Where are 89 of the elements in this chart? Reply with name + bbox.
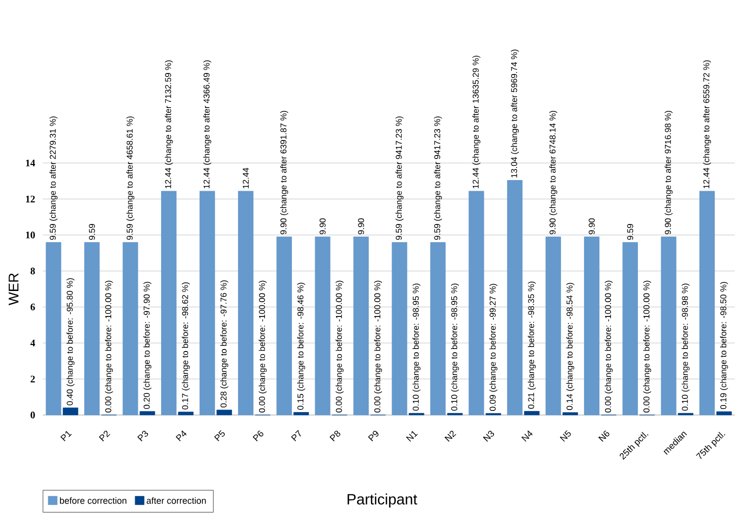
data-label: 9.59 (change to after 9417.23 %) — [396, 116, 404, 240]
bar — [238, 190, 254, 416]
bar — [200, 190, 215, 416]
data-label: 0.00 (change to before: -100.00 %) — [604, 280, 613, 412]
bar — [216, 410, 232, 416]
bar — [353, 236, 369, 416]
data-label: 12.44 (change to after 4366.49 %) — [203, 60, 212, 188]
y-tick-label: 8 — [30, 268, 35, 274]
data-label: 0.10 (change to before: -98.98 %) — [682, 284, 690, 411]
x-tick-label: N5 — [560, 430, 571, 442]
y-tick-label: 10 — [26, 232, 35, 238]
data-label: 0.15 (change to before: -98.46 %) — [297, 282, 306, 410]
data-label: 0.00 (change to before: -100.00 %) — [104, 280, 113, 412]
legend-label: before correction — [60, 497, 126, 504]
x-tick-label: P4 — [176, 430, 187, 442]
data-label: 9.59 — [627, 224, 634, 240]
bar — [660, 236, 676, 416]
data-label: 0.00 (change to before: -100.00 %) — [336, 280, 344, 412]
x-tick-label: P8 — [330, 430, 340, 442]
bar — [699, 190, 715, 416]
bar — [468, 190, 484, 416]
x-tick-label: N6 — [598, 430, 610, 442]
bar — [524, 411, 540, 416]
data-label: 0.10 (change to before: -98.95 %) — [450, 284, 459, 411]
x-tick-label: P2 — [98, 430, 110, 442]
x-tick-label: N2 — [444, 430, 456, 442]
y-tick-label: 0 — [30, 412, 35, 418]
data-label: 9.59 (change to after 2279.31 %) — [50, 116, 58, 240]
y-tick-label: 12 — [26, 196, 35, 202]
data-label: 0.14 (change to before: -98.54 %) — [566, 282, 574, 410]
bar — [276, 236, 292, 416]
bar — [562, 412, 578, 416]
bar — [122, 242, 138, 416]
data-label: 0.40 (change to before: -95.80 %) — [66, 278, 74, 406]
x-tick-label: P6 — [252, 430, 264, 442]
bar — [584, 236, 600, 416]
y-tick-label: 14 — [26, 160, 36, 166]
data-label: 12.44 — [242, 168, 249, 188]
data-label: 0.21 (change to before: -98.35 %) — [528, 282, 536, 409]
y-axis-title: WER — [8, 273, 18, 306]
bar — [622, 242, 638, 416]
data-label: 0.28 (change to before: -97.76 %) — [220, 280, 228, 408]
y-tick-label: 2 — [30, 376, 35, 382]
bar — [392, 242, 408, 416]
x-tick-label: P3 — [137, 430, 148, 442]
data-label: 9.90 (change to after 6748.14 %) — [549, 110, 558, 234]
x-tick-label: P5 — [214, 430, 225, 442]
data-label: 9.90 (change to after 9716.98 %) — [664, 110, 673, 234]
data-label: 12.44 (change to after 6559.72 %) — [703, 60, 712, 188]
data-label: 0.17 (change to before: -98.62 %) — [182, 282, 190, 410]
data-label: 9.90 — [320, 218, 326, 234]
data-label: 9.59 (change to after 4658.61 %) — [126, 116, 134, 240]
bar — [314, 236, 330, 416]
data-label: 9.59 — [88, 224, 95, 240]
legend-label: after correction — [146, 497, 206, 504]
bar — [46, 242, 62, 416]
data-label: 9.59 (change to after 9417.23 %) — [434, 116, 442, 240]
x-tick-label: N1 — [406, 431, 418, 442]
bar — [546, 236, 561, 416]
data-label: 13.04 (change to after 5969.74 %) — [510, 50, 519, 178]
x-axis-title: Participant — [348, 494, 418, 508]
data-label: 9.90 — [358, 218, 364, 234]
data-label: 9.90 (change to after 6391.87 %) — [280, 110, 288, 234]
y-tick-label: 4 — [30, 340, 36, 346]
bar — [430, 242, 446, 416]
bar — [161, 190, 177, 416]
data-label: 0.00 (change to before: -100.00 %) — [643, 280, 652, 412]
data-label: 0.20 (change to before: -97.90 %) — [143, 282, 152, 409]
x-tick-label: P1 — [60, 431, 72, 442]
y-tick-label: 6 — [30, 304, 35, 310]
bar — [293, 412, 309, 416]
bar — [178, 412, 194, 416]
data-label: 0.09 (change to before: -99.27 %) — [489, 284, 498, 411]
data-label: 0.00 (change to before: -100.00 %) — [374, 280, 382, 412]
data-label: 12.44 (change to after 7132.59 %) — [164, 60, 173, 188]
x-tick-label: N4 — [521, 430, 533, 442]
data-label: 0.00 (change to before: -100.00 %) — [258, 280, 267, 412]
bar — [84, 242, 100, 416]
x-tick-label: P7 — [291, 430, 301, 442]
data-label: 0.19 (change to before: -98.50 %) — [720, 282, 728, 410]
data-label: 0.10 (change to before: -98.95 %) — [412, 284, 420, 411]
data-label: 12.44 (change to after 13635.29 %) — [472, 56, 480, 188]
bar — [507, 180, 523, 416]
bar — [716, 411, 732, 416]
x-tick-label: N3 — [483, 430, 494, 442]
data-label: 9.90 — [588, 218, 595, 234]
bar — [62, 408, 78, 416]
bar — [140, 411, 156, 416]
x-tick-label: P9 — [368, 430, 378, 442]
